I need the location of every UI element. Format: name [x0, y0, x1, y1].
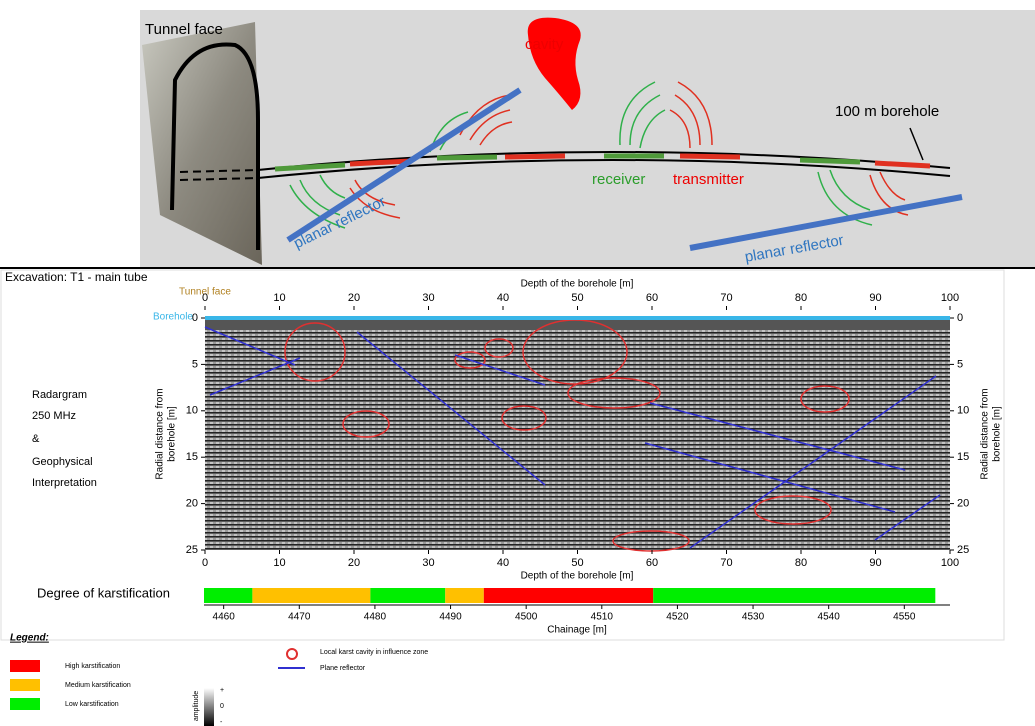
x-tick-label: 10 — [273, 292, 285, 304]
x-tick-label: 10 — [273, 557, 285, 569]
scheme-label: cavity — [525, 36, 564, 53]
x-tick-label: 20 — [348, 557, 360, 569]
karst-segment — [370, 588, 445, 603]
legend-label: Plane reflector — [320, 665, 366, 672]
y-tick-label: 10 — [957, 405, 969, 417]
x-tick-label: 100 — [941, 557, 959, 569]
scheme-bg — [140, 10, 1035, 268]
legend-label: 0 — [220, 703, 224, 710]
legend-label: Medium karstification — [65, 682, 131, 689]
radargram — [205, 318, 950, 550]
side-line: Radargram — [32, 389, 87, 401]
y-tick-label: 5 — [957, 358, 963, 370]
x-tick-label: 90 — [869, 557, 881, 569]
axis-title: Chainage [m] — [547, 625, 607, 636]
chainage-tick-label: 4550 — [893, 612, 916, 623]
y-axis-title: Radial distance from — [980, 388, 991, 479]
legend-label: + — [220, 687, 224, 694]
legend-label: High karstification — [65, 663, 120, 670]
karst-segment — [445, 588, 484, 603]
chainage-tick-label: 4480 — [364, 612, 387, 623]
x-tick-label: 0 — [202, 557, 208, 569]
y-tick-label: 20 — [957, 498, 969, 510]
legend-cavity-icon — [287, 649, 297, 659]
x-tick-label: 60 — [646, 292, 658, 304]
legend-swatch — [10, 679, 40, 691]
y-tick-label: 15 — [186, 451, 198, 463]
side-line: Interpretation — [32, 477, 97, 489]
x-tick-label: 50 — [571, 292, 583, 304]
legend-label: - — [220, 719, 223, 726]
x-tick-label: 70 — [720, 557, 732, 569]
x-tick-label: 30 — [422, 557, 434, 569]
x-tick-label: 100 — [941, 292, 959, 304]
x-tick-label: 90 — [869, 292, 881, 304]
scheme-label: Tunnel face — [145, 21, 223, 38]
x-tick-label: 50 — [571, 557, 583, 569]
y-tick-label: 20 — [186, 498, 198, 510]
amplitude-bar — [204, 688, 214, 726]
side-line: 250 MHz — [32, 410, 76, 422]
y-tick-label: 0 — [957, 312, 963, 324]
legend-label: amplitude — [193, 691, 200, 721]
x-tick-label: 20 — [348, 292, 360, 304]
y-axis-title: borehole [m] — [992, 406, 1003, 462]
chainage-tick-label: 4520 — [666, 612, 689, 623]
scheme-label: receiver — [592, 171, 645, 188]
chainage-tick-label: 4500 — [515, 612, 538, 623]
chainage-tick-label: 4510 — [591, 612, 614, 623]
figure: Tunnel face cavity 100 m borehole receiv… — [0, 0, 1035, 726]
scheme-label: transmitter — [673, 171, 744, 188]
x-tick-label: 0 — [202, 292, 208, 304]
scheme-label: 100 m borehole — [835, 103, 939, 120]
excavation-title: Excavation: T1 - main tube — [5, 270, 148, 284]
legend-swatch — [10, 660, 40, 672]
x-tick-label: 40 — [497, 292, 509, 304]
x-tick-label: 40 — [497, 557, 509, 569]
y-tick-label: 10 — [186, 405, 198, 417]
y-tick-label: 25 — [957, 544, 969, 556]
legend-title: Legend: — [10, 633, 49, 644]
y-axis-title: borehole [m] — [167, 406, 178, 462]
x-tick-label: 80 — [795, 557, 807, 569]
y-tick-label: 15 — [957, 451, 969, 463]
legend-label: Low karstification — [65, 701, 119, 708]
karst-segment — [484, 588, 653, 603]
chainage-tick-label: 4460 — [213, 612, 236, 623]
y-tick-label: 25 — [186, 544, 198, 556]
side-text: Radargram 250 MHz & Geophysical Interpre… — [32, 389, 97, 489]
x-tick-label: 80 — [795, 292, 807, 304]
y-axis-title: Radial distance from — [155, 388, 166, 479]
x-tick-label: 60 — [646, 557, 658, 569]
chainage-tick-label: 4490 — [439, 612, 462, 623]
karst-segment — [653, 588, 935, 603]
legend-swatch — [10, 698, 40, 710]
axis-title: Depth of the borehole [m] — [521, 279, 634, 290]
x-tick-label: 70 — [720, 292, 732, 304]
chainage-tick-label: 4470 — [288, 612, 311, 623]
karst-segment — [204, 588, 252, 603]
y-tick-label: 5 — [192, 358, 198, 370]
karst-segment — [252, 588, 370, 603]
x-tick-label: 30 — [422, 292, 434, 304]
side-line: & — [32, 433, 40, 445]
borehole-label: Borehole — [153, 312, 193, 323]
side-line: Geophysical — [32, 456, 93, 468]
karst-label: Degree of karstification — [37, 585, 170, 600]
y-tick-label: 0 — [192, 312, 198, 324]
chainage-tick-label: 4530 — [742, 612, 765, 623]
axis-title: Depth of the borehole [m] — [521, 571, 634, 582]
chainage-tick-label: 4540 — [818, 612, 841, 623]
legend-label: Local karst cavity in influence zone — [320, 649, 428, 656]
